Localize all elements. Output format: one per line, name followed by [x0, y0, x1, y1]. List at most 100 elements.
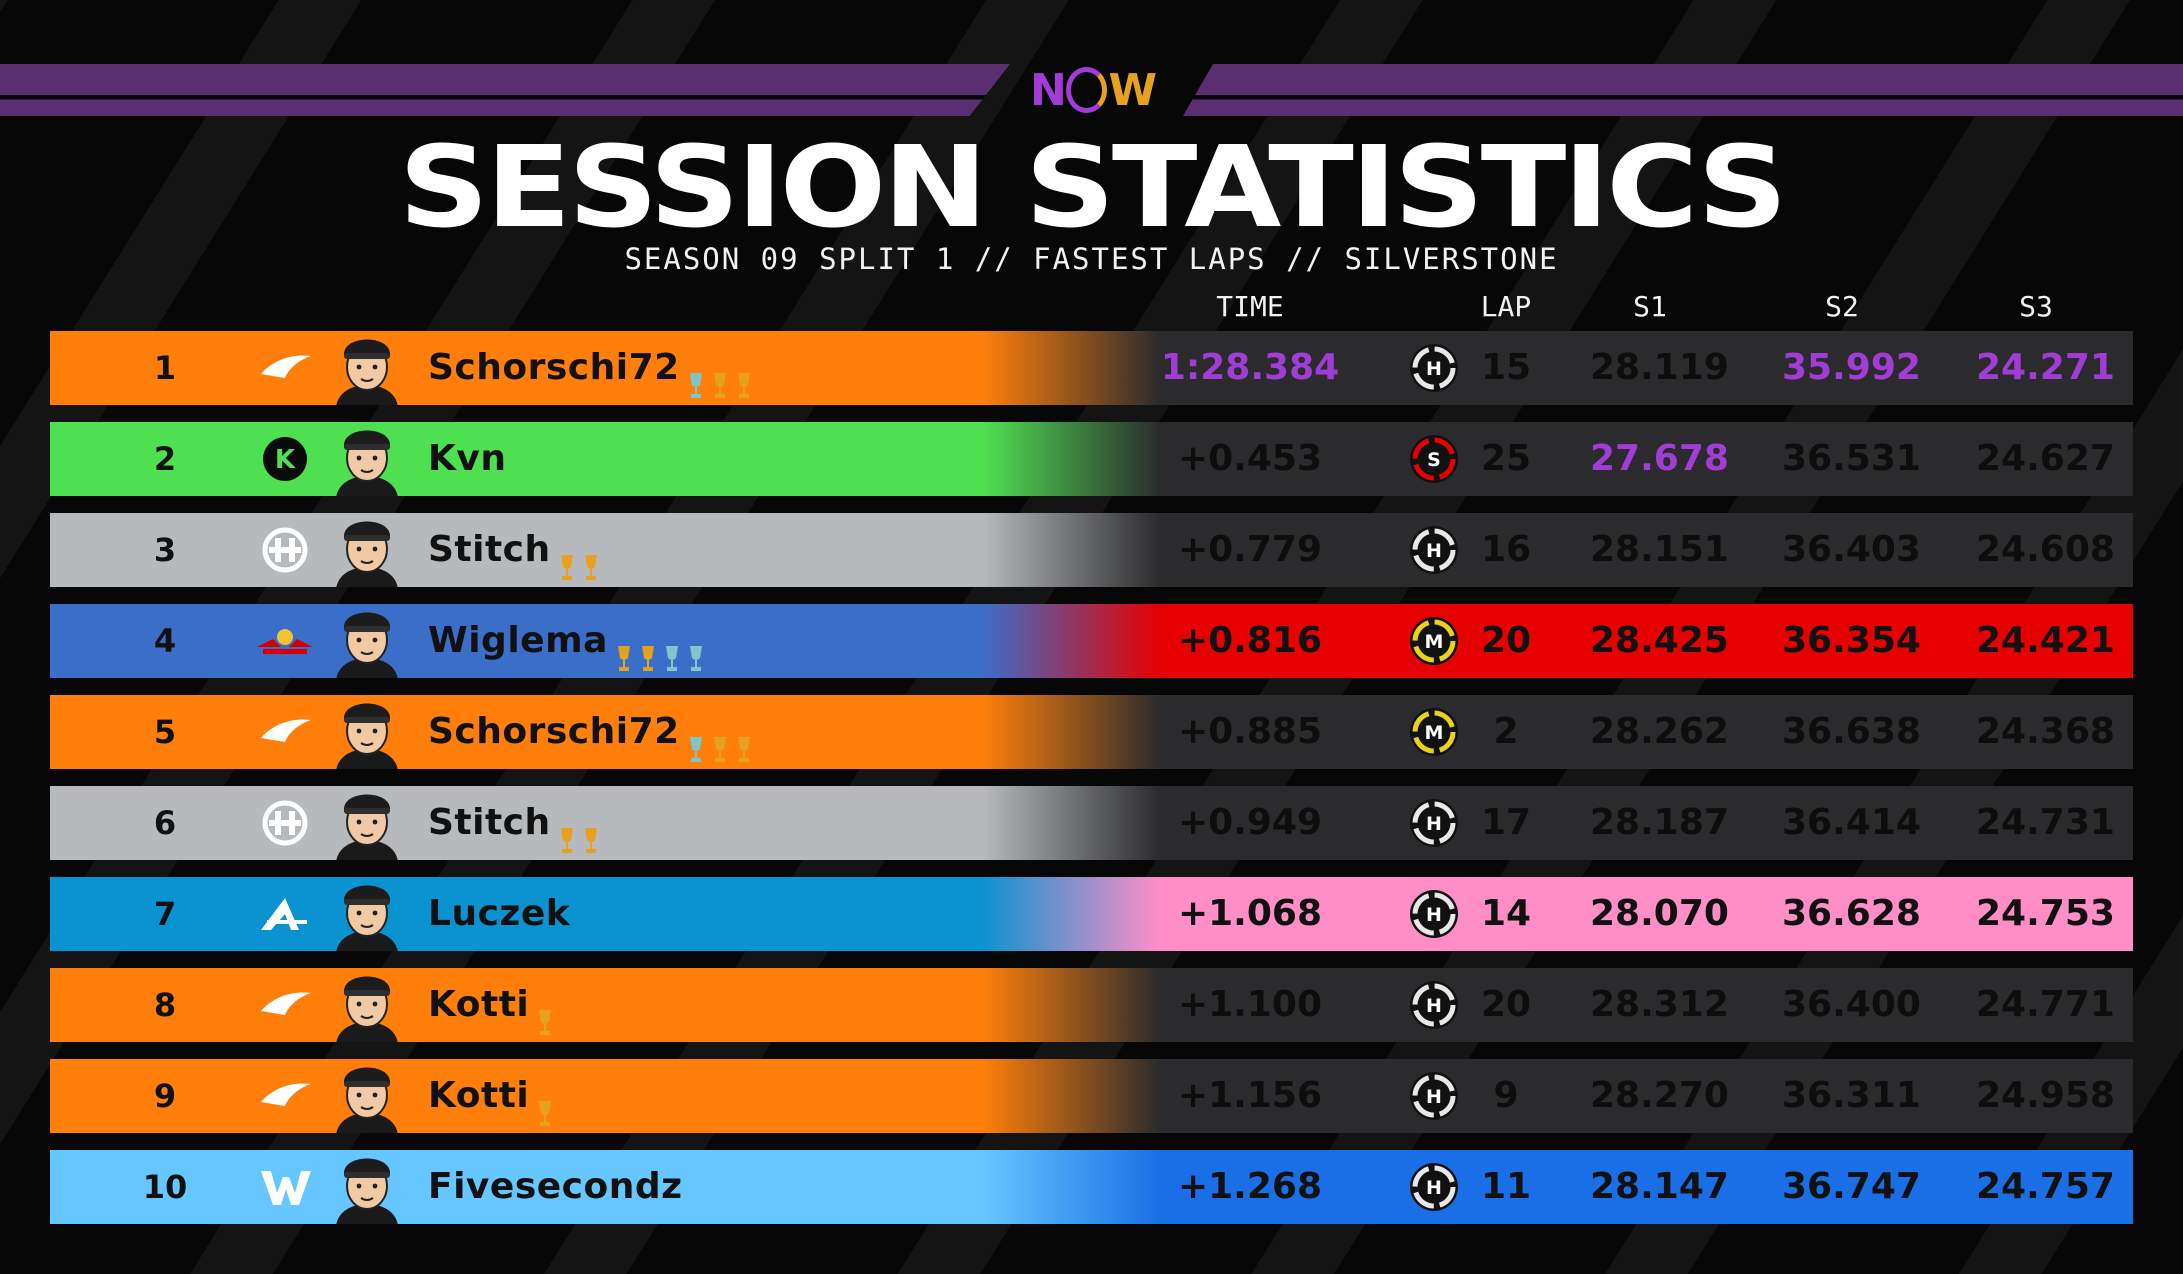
williams-w-icon [255, 1163, 315, 1211]
cell-time: +0.779 [1177, 529, 1323, 570]
svg-text:S: S [1427, 449, 1441, 471]
tyre-compound-icon: H [1408, 1161, 1460, 1213]
cell-s1: 28.151 [1590, 529, 1729, 570]
row-stats-band [1050, 1059, 2133, 1133]
driver-avatar [326, 1150, 408, 1224]
haas-logo-icon [255, 799, 315, 847]
position-number: 7 [153, 895, 177, 933]
cell-time: +1.068 [1177, 893, 1323, 934]
tyre-compound-icon: H [1408, 1070, 1460, 1122]
table-row: 4 Wiglema M +0.816 20 28.425 36.354 24.421 [50, 604, 2133, 678]
cell-time: 1:28.384 [1160, 347, 1340, 388]
cell-s3: 24.627 [1976, 438, 2115, 479]
trophy-icon [583, 808, 599, 853]
column-header-time: TIME [1216, 290, 1284, 323]
tyre-compound-icon: H [1408, 797, 1460, 849]
cell-s2: 36.311 [1782, 1075, 1921, 1116]
driver-name-group: Kvn [428, 422, 507, 496]
driver-name: Schorschi72 [428, 711, 680, 752]
position-number: 6 [153, 804, 177, 842]
cell-s1: 28.070 [1590, 893, 1729, 934]
trophy-icon [712, 353, 728, 398]
row-team-band [50, 786, 1160, 860]
tyre-compound-icon: H [1408, 888, 1460, 940]
trophy-icon [559, 808, 575, 853]
cell-s3: 24.731 [1976, 802, 2115, 843]
driver-avatar [326, 604, 408, 678]
cell-lap: 17 [1480, 802, 1532, 843]
row-team-band [50, 422, 1160, 496]
cell-s3: 24.757 [1976, 1166, 2115, 1207]
driver-name-group: Fivesecondz [428, 1150, 683, 1224]
row-stats-band [1050, 968, 2133, 1042]
cell-s2: 36.638 [1782, 711, 1921, 752]
driver-avatar [326, 1059, 408, 1133]
row-stats-band [1050, 877, 2133, 951]
tyre-compound-icon: H [1408, 979, 1460, 1031]
position-number: 3 [153, 531, 177, 569]
driver-name-group: Wiglema [428, 604, 704, 678]
trophy-icon [688, 626, 704, 671]
cell-s2: 36.414 [1782, 802, 1921, 843]
row-stats-band [1050, 695, 2133, 769]
cell-time: +0.885 [1177, 711, 1323, 752]
position-number: 2 [153, 440, 177, 478]
cell-s2: 36.531 [1782, 438, 1921, 479]
row-stats-band [1050, 604, 2133, 678]
tyre-compound-icon: M [1408, 706, 1460, 758]
cell-s2: 36.628 [1782, 893, 1921, 934]
column-header-s3: S3 [2019, 290, 2053, 323]
position-number: 8 [153, 986, 177, 1024]
cell-s3: 24.958 [1976, 1075, 2115, 1116]
row-team-band [50, 331, 1160, 405]
position-number: 9 [153, 1077, 177, 1115]
driver-avatar [326, 422, 408, 496]
driver-avatar [326, 968, 408, 1042]
cell-lap: 2 [1493, 711, 1519, 752]
trophy-icon [688, 353, 704, 398]
row-team-band [50, 513, 1160, 587]
row-team-band [50, 604, 1160, 678]
row-stats-band [1050, 422, 2133, 496]
cell-lap: 9 [1493, 1075, 1519, 1116]
trophy-icon [664, 626, 680, 671]
table-row: 8 Kotti H +1.100 20 28.312 36.400 24.771 [50, 968, 2133, 1042]
table-row: 7 Luczek H +1.068 14 28.070 36.628 24.753 [50, 877, 2133, 951]
trophy-icon [537, 990, 553, 1035]
cell-s3: 24.753 [1976, 893, 2115, 934]
svg-text:H: H [1426, 813, 1442, 835]
position-number: 4 [153, 622, 177, 660]
cell-lap: 11 [1480, 1166, 1532, 1207]
cell-s3: 24.368 [1976, 711, 2115, 752]
cell-s1: 28.425 [1590, 620, 1729, 661]
driver-name: Kvn [428, 438, 507, 479]
cell-time: +0.816 [1177, 620, 1323, 661]
tyre-compound-icon: H [1408, 342, 1460, 394]
cell-s1: 28.270 [1590, 1075, 1729, 1116]
driver-avatar [326, 877, 408, 951]
trophy-icon [736, 717, 752, 762]
page-title: SESSION STATISTICS [398, 123, 1788, 253]
svg-text:H: H [1426, 904, 1442, 926]
driver-name: Wiglema [428, 620, 608, 661]
cell-lap: 25 [1480, 438, 1532, 479]
alpine-a-icon [255, 890, 315, 938]
svg-text:H: H [1426, 1086, 1442, 1108]
cell-s1: 28.262 [1590, 711, 1729, 752]
position-number: 1 [153, 349, 177, 387]
cell-lap: 20 [1480, 620, 1532, 661]
position-number: 10 [142, 1168, 188, 1206]
row-stats-band [1050, 786, 2133, 860]
driver-name-group: Luczek [428, 877, 570, 951]
column-header-s1: S1 [1633, 290, 1667, 323]
cell-s3: 24.271 [1976, 347, 2115, 388]
tyre-compound-icon: S [1408, 433, 1460, 485]
row-team-band [50, 695, 1160, 769]
mclaren-swoosh-icon [255, 708, 315, 756]
driver-name-group: Kotti [428, 1059, 553, 1133]
column-header-s2: S2 [1825, 290, 1859, 323]
table-row: 9 Kotti H +1.156 9 28.270 36.311 24.958 [50, 1059, 2133, 1133]
cell-s2: 35.992 [1782, 347, 1921, 388]
trophy-icon [559, 535, 575, 580]
